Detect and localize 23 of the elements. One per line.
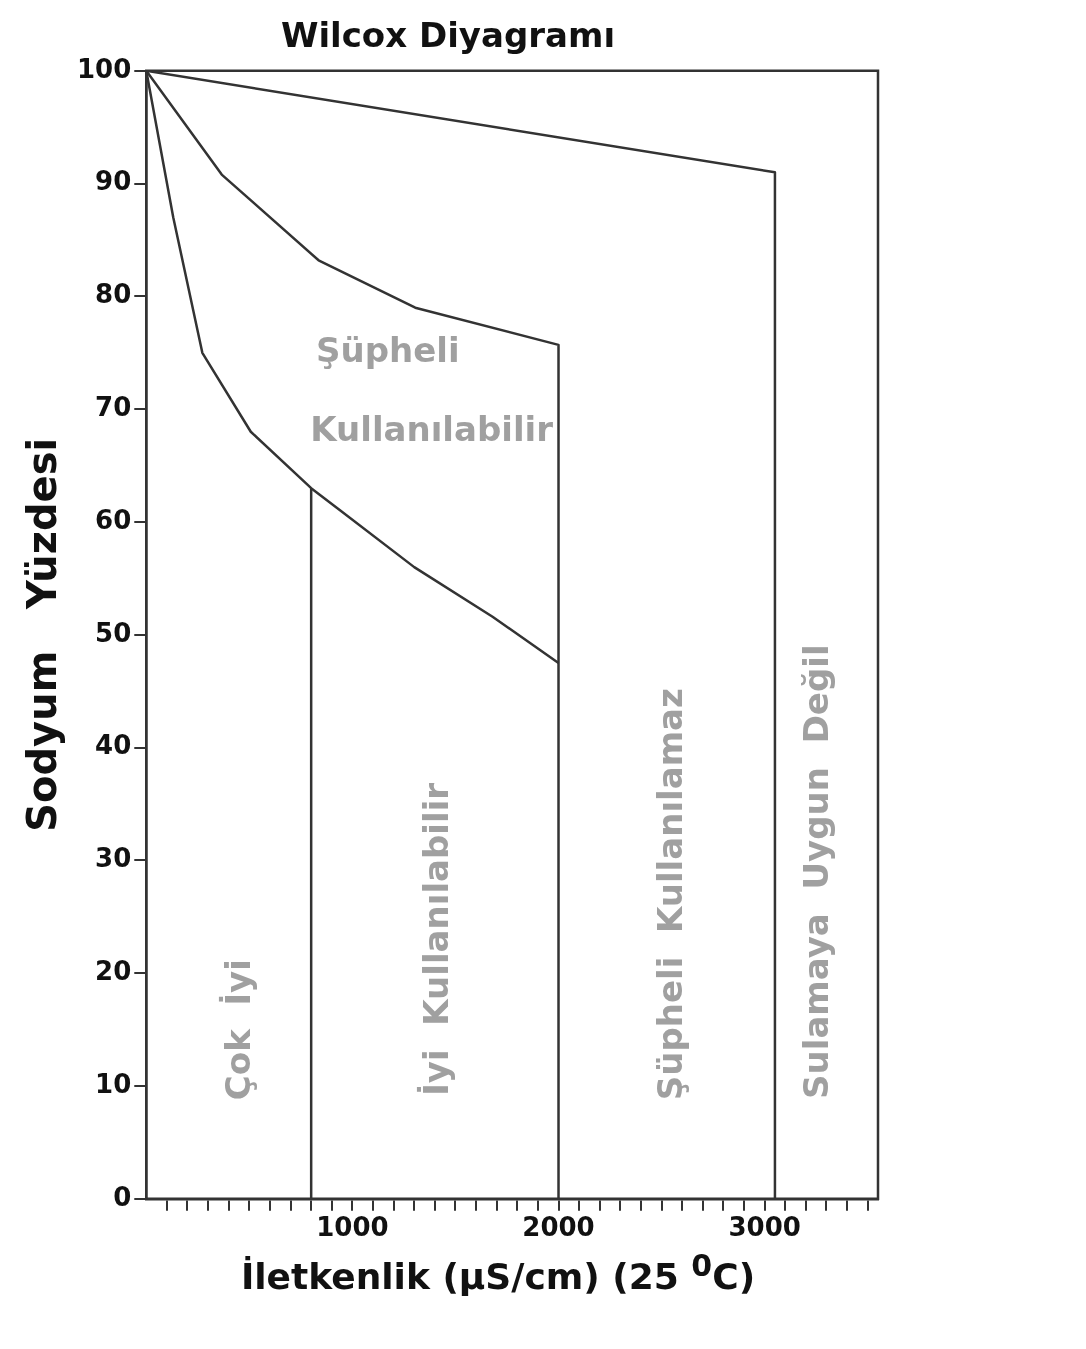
- x-axis-title: İletkenlik (µS/cm) (25 $^{0}$C): [239, 1248, 757, 1297]
- annotation: Şüpheli Kullanılamaz: [649, 688, 690, 1101]
- y-axis-title: Sodyum Yüzdesi: [19, 437, 66, 832]
- x-tick-label: 3000: [728, 1212, 801, 1243]
- y-tick-label: 0: [113, 1181, 132, 1212]
- y-tick-label: 20: [95, 955, 132, 986]
- y-tick-label: 90: [95, 166, 132, 197]
- y-tick-label: 40: [95, 730, 132, 761]
- y-tick-label: 10: [95, 1068, 132, 1099]
- annotation: Kullanılabilir: [310, 408, 554, 449]
- x-tick-label: 2000: [522, 1212, 595, 1243]
- chart-title: Wilcox Diyagramı: [280, 15, 616, 56]
- y-tick-label: 80: [95, 279, 132, 310]
- y-tick-label: 70: [95, 391, 132, 422]
- annotation: Sulamaya Uygun Değil: [796, 644, 837, 1099]
- x-tick-label: 1000: [316, 1212, 389, 1243]
- y-tick-label: 30: [95, 843, 132, 874]
- annotation: Çok İyi: [218, 959, 259, 1101]
- annotation: İyi Kullanılabilir: [415, 782, 456, 1096]
- y-tick-label: 60: [95, 504, 132, 535]
- y-tick-label: 100: [76, 53, 132, 84]
- y-tick-label: 50: [95, 617, 132, 648]
- annotation: Şüpheli: [315, 329, 460, 370]
